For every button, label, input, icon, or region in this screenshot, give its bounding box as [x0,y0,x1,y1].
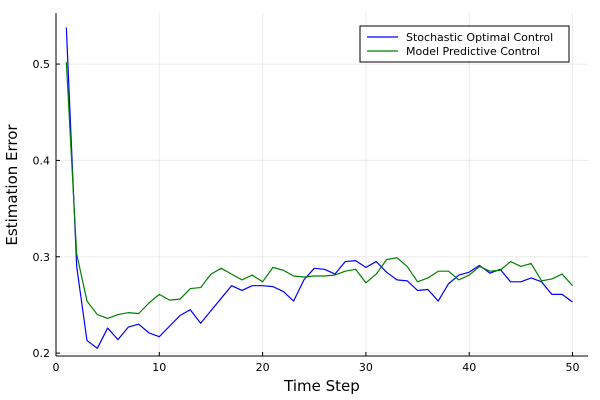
x-tick-label: 10 [152,361,166,374]
legend-box [359,25,570,63]
axes [55,13,588,357]
legend-label-stochastic: Stochastic Optimal Control [406,31,553,44]
series-line-model-predictive-control [65,62,573,320]
x-tick-label: 20 [256,361,270,374]
grid [55,13,588,356]
y-tick-label: 0.3 [33,251,51,264]
series-lines [65,27,573,349]
x-tick-label: 50 [566,361,580,374]
x-tick-label: 0 [53,361,60,374]
x-tick-label: 30 [359,361,373,374]
y-tick-label: 0.2 [33,347,51,360]
y-axis-title: Estimation Error [3,124,21,246]
legend: Stochastic Optimal Control Model Predict… [359,25,570,63]
ticks: 0 10 20 30 40 50 0.2 0.3 0.4 0.5 [33,58,580,374]
x-axis-title: Time Step [283,377,360,395]
series-line-stochastic-optimal-control [65,27,573,349]
y-tick-label: 0.5 [33,58,51,71]
legend-label-mpc: Model Predictive Control [406,45,540,58]
y-tick-label: 0.4 [33,154,51,167]
x-tick-label: 40 [462,361,476,374]
